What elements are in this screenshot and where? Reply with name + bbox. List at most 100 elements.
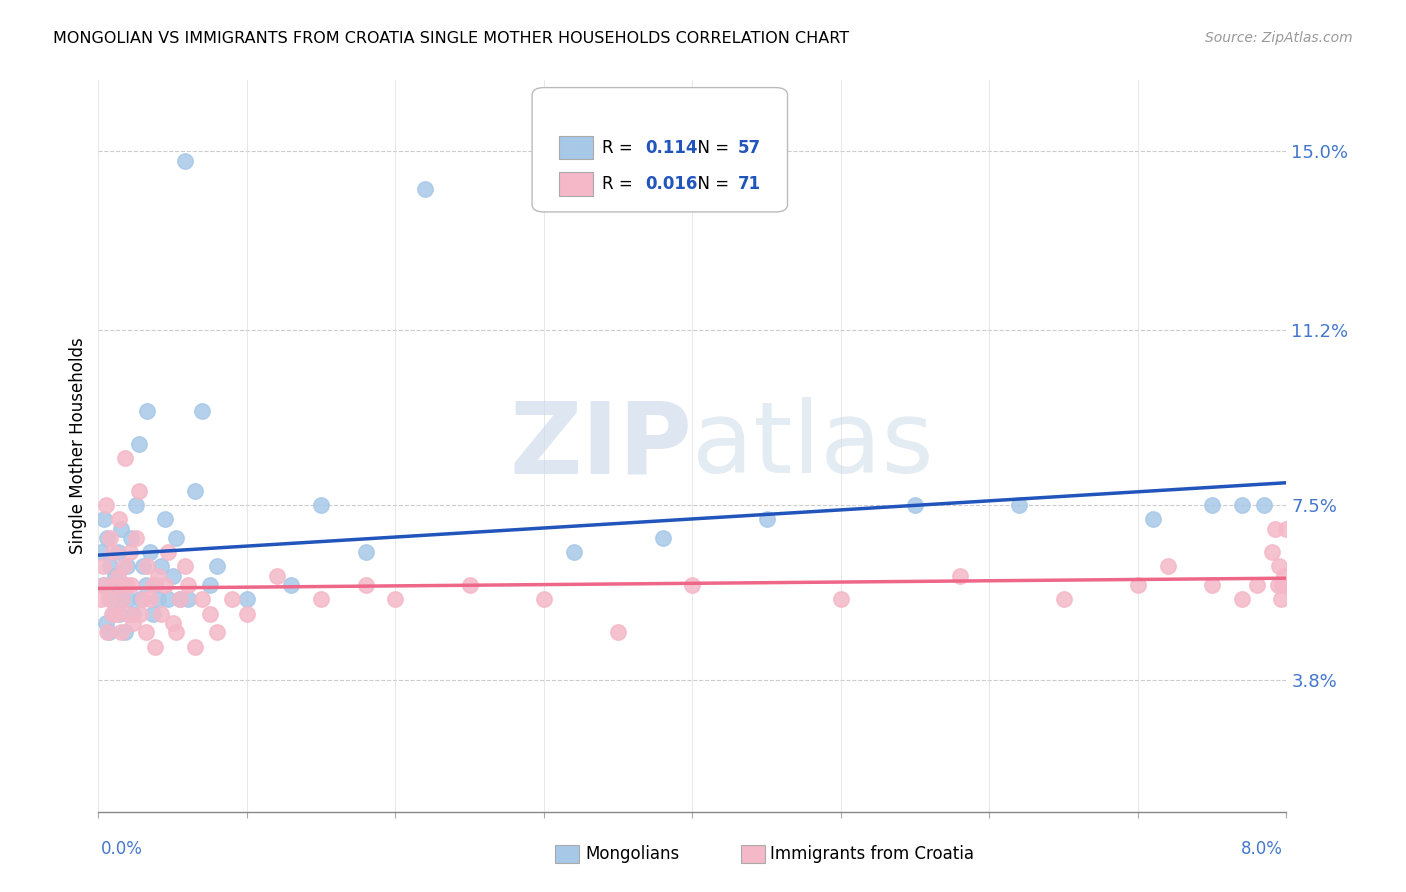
Point xyxy=(1268,559,1291,574)
Point xyxy=(108,607,131,621)
Point xyxy=(115,559,138,574)
Point xyxy=(165,625,187,640)
Point xyxy=(135,578,157,592)
Point xyxy=(191,403,214,417)
Text: MONGOLIAN VS IMMIGRANTS FROM CROATIA SINGLE MOTHER HOUSEHOLDS CORRELATION CHART: MONGOLIAN VS IMMIGRANTS FROM CROATIA SIN… xyxy=(53,31,849,46)
Point xyxy=(1230,498,1253,512)
Text: R =: R = xyxy=(602,138,638,157)
Point xyxy=(169,592,191,607)
Point xyxy=(413,182,436,196)
Bar xyxy=(560,172,593,196)
Point xyxy=(176,592,198,607)
Point xyxy=(1272,568,1295,582)
Point xyxy=(173,559,195,574)
Point xyxy=(139,545,162,559)
Point xyxy=(114,450,136,465)
Point xyxy=(533,592,555,607)
Point xyxy=(1271,578,1294,592)
Point xyxy=(91,559,114,574)
Point xyxy=(184,483,207,498)
Point xyxy=(949,568,972,582)
Point xyxy=(198,578,221,592)
Point xyxy=(155,512,177,526)
Text: Source: ZipAtlas.com: Source: ZipAtlas.com xyxy=(1205,31,1353,45)
Point xyxy=(562,545,585,559)
Point xyxy=(129,592,152,607)
Point xyxy=(1270,592,1292,607)
Point xyxy=(120,578,142,592)
Point xyxy=(111,592,134,607)
Point xyxy=(207,559,229,574)
Point xyxy=(111,592,134,607)
Y-axis label: Single Mother Households: Single Mother Households xyxy=(69,338,87,554)
Point xyxy=(176,578,198,592)
Point xyxy=(149,607,172,621)
Point xyxy=(155,578,177,592)
Text: atlas: atlas xyxy=(692,398,934,494)
Point xyxy=(124,498,146,512)
Point xyxy=(146,592,169,607)
Point xyxy=(112,578,135,592)
Point xyxy=(128,436,150,450)
Bar xyxy=(555,845,579,863)
Point xyxy=(110,625,132,640)
Text: 0.114: 0.114 xyxy=(645,138,697,157)
Point xyxy=(117,607,139,621)
Point xyxy=(184,640,207,654)
FancyBboxPatch shape xyxy=(531,87,787,212)
Text: 8.0%: 8.0% xyxy=(1240,840,1282,858)
Point xyxy=(681,578,703,592)
Point xyxy=(139,592,162,607)
Point xyxy=(354,578,377,592)
Point xyxy=(93,512,115,526)
Point xyxy=(108,512,131,526)
Point xyxy=(755,512,778,526)
Point xyxy=(93,578,115,592)
Point xyxy=(90,545,112,559)
Point xyxy=(132,559,155,574)
Bar xyxy=(741,845,765,863)
Point xyxy=(115,578,138,592)
Point xyxy=(1260,545,1282,559)
Point xyxy=(114,625,136,640)
Point xyxy=(162,615,184,630)
Point xyxy=(191,592,214,607)
Point xyxy=(97,625,120,640)
Point xyxy=(124,531,146,545)
Point xyxy=(142,578,165,592)
Point xyxy=(94,615,117,630)
Point xyxy=(96,531,118,545)
Point xyxy=(157,545,180,559)
Point xyxy=(143,578,166,592)
Point xyxy=(1156,559,1178,574)
Text: Immigrants from Croatia: Immigrants from Croatia xyxy=(770,845,974,863)
Text: N =: N = xyxy=(686,138,734,157)
Text: 0.016: 0.016 xyxy=(645,175,697,194)
Point xyxy=(309,498,332,512)
Point xyxy=(103,545,125,559)
Point xyxy=(90,592,112,607)
Point xyxy=(136,403,159,417)
Point xyxy=(607,625,630,640)
Text: N =: N = xyxy=(686,175,734,194)
Point xyxy=(162,568,184,582)
Point xyxy=(112,559,135,574)
Point xyxy=(135,625,157,640)
Point xyxy=(1246,578,1268,592)
Point xyxy=(354,545,377,559)
Point xyxy=(280,578,302,592)
Text: Mongolians: Mongolians xyxy=(585,845,679,863)
Point xyxy=(169,592,191,607)
Point xyxy=(1201,498,1223,512)
Point xyxy=(129,607,152,621)
Point xyxy=(146,568,169,582)
Point xyxy=(98,531,121,545)
Point xyxy=(98,559,121,574)
Point xyxy=(107,568,129,582)
Text: 57: 57 xyxy=(738,138,761,157)
Point xyxy=(1008,498,1031,512)
Point xyxy=(198,607,221,621)
Point xyxy=(110,522,132,536)
Point xyxy=(1264,522,1286,536)
Point xyxy=(207,625,229,640)
